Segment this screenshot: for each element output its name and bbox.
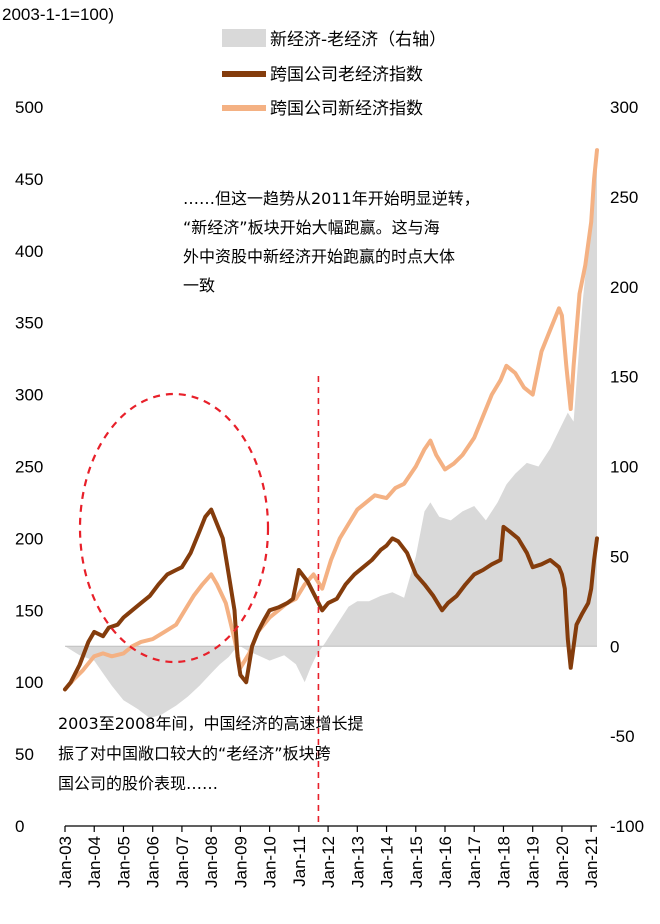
right-y-tick-label: 250 <box>610 188 638 207</box>
right-y-tick-label: -50 <box>610 727 635 746</box>
x-tick-label: Jan-19 <box>524 836 543 888</box>
left-y-tick-label: 50 <box>15 745 34 764</box>
index-line-series <box>63 148 599 692</box>
x-tick-labels: Jan-03 Jan-04 Jan-05 Jan-06 Jan-07 Jan-08 Jan-… <box>56 836 601 888</box>
annotation-bottom-line: 国公司的股价表现…… <box>58 774 218 793</box>
x-tick-label: Jan-16 <box>436 836 455 888</box>
x-tick-label: Jan-21 <box>582 836 601 888</box>
x-tick-label: Jan-08 <box>202 836 221 888</box>
x-tick-label: Jan-03 <box>56 836 75 888</box>
left-y-tick-label: 500 <box>15 98 43 117</box>
x-tick-label: Jan-14 <box>378 836 397 888</box>
annotation-top: ……但这一趋势从2011年开始明显逆转， “新经济”板块开始大幅跑赢。这与海 外… <box>183 189 480 295</box>
x-axis <box>64 825 597 832</box>
right-y-tick-label: 200 <box>610 278 638 297</box>
new-economy-line <box>63 148 599 692</box>
left-y-tick-label: 100 <box>15 673 43 692</box>
left-y-tick-label: 150 <box>15 601 43 620</box>
x-tick-label: Jan-12 <box>319 836 338 888</box>
annotation-top-line: ……但这一趋势从2011年开始明显逆转， <box>183 189 480 208</box>
right-y-tick-label: 50 <box>610 547 629 566</box>
legend-label-spread: 新经济-老经济（右轴） <box>270 30 446 50</box>
x-tick-label: Jan-17 <box>465 836 484 888</box>
x-tick-label: Jan-20 <box>553 836 572 888</box>
x-tick-label: Jan-05 <box>114 836 133 888</box>
right-y-tick-label: -100 <box>610 817 644 836</box>
old-economy-line <box>63 507 599 692</box>
annotation-top-line: “新经济”板块开始大幅跑赢。这与海 <box>183 218 440 237</box>
x-tick-label: Jan-09 <box>231 836 250 888</box>
annotation-bottom-line: 2003至2008年间，中国经济的高速增长提 <box>58 714 363 733</box>
x-tick-label: Jan-15 <box>407 836 426 888</box>
x-tick-label: Jan-10 <box>261 836 280 888</box>
legend: 新经济-老经济（右轴） 跨国公司老经济指数 跨国公司新经济指数 <box>222 29 446 119</box>
spread-area <box>65 160 597 719</box>
left-y-axis: 0 50 100 150 200 250 300 350 400 450 500 <box>15 98 43 836</box>
annotation-top-line: 一致 <box>183 276 215 295</box>
left-y-tick-label: 450 <box>15 170 43 189</box>
left-y-tick-label: 300 <box>15 386 43 405</box>
left-y-tick-label: 400 <box>15 242 43 261</box>
highlight-circle <box>78 392 270 664</box>
x-tick-label: Jan-06 <box>144 836 163 888</box>
x-tick-label: Jan-18 <box>494 836 513 888</box>
legend-swatch-spread <box>222 29 266 47</box>
right-y-axis: -100 -50 0 50 100 150 200 250 300 <box>610 98 644 836</box>
left-y-tick-label: 250 <box>15 458 43 477</box>
right-y-tick-label: 0 <box>610 637 619 656</box>
annotation-top-line: 外中资股中新经济开始跑赢的时点大体 <box>183 247 455 266</box>
annotation-bottom-line: 振了对中国敞口较大的“老经济”板块跨 <box>58 744 331 763</box>
x-tick-label: Jan-11 <box>290 836 309 887</box>
x-tick-label: Jan-07 <box>173 836 192 888</box>
y-axis-unit-label: 2003-1-1=100) <box>2 5 114 24</box>
x-tick-label: Jan-13 <box>348 836 367 888</box>
spread-area-series <box>65 160 597 719</box>
left-y-tick-label: 200 <box>15 529 43 548</box>
legend-label-new-economy: 跨国公司新经济指数 <box>270 99 423 119</box>
annotation-bottom: 2003至2008年间，中国经济的高速增长提 振了对中国敞口较大的“老经济”板块… <box>58 714 363 793</box>
x-tick-label: Jan-04 <box>85 836 104 888</box>
left-y-tick-label: 0 <box>15 817 24 836</box>
right-y-tick-label: 100 <box>610 458 638 477</box>
legend-label-old-economy: 跨国公司老经济指数 <box>270 65 423 85</box>
left-y-tick-label: 350 <box>15 314 43 333</box>
right-y-tick-label: 150 <box>610 368 638 387</box>
right-y-tick-label: 300 <box>610 98 638 117</box>
